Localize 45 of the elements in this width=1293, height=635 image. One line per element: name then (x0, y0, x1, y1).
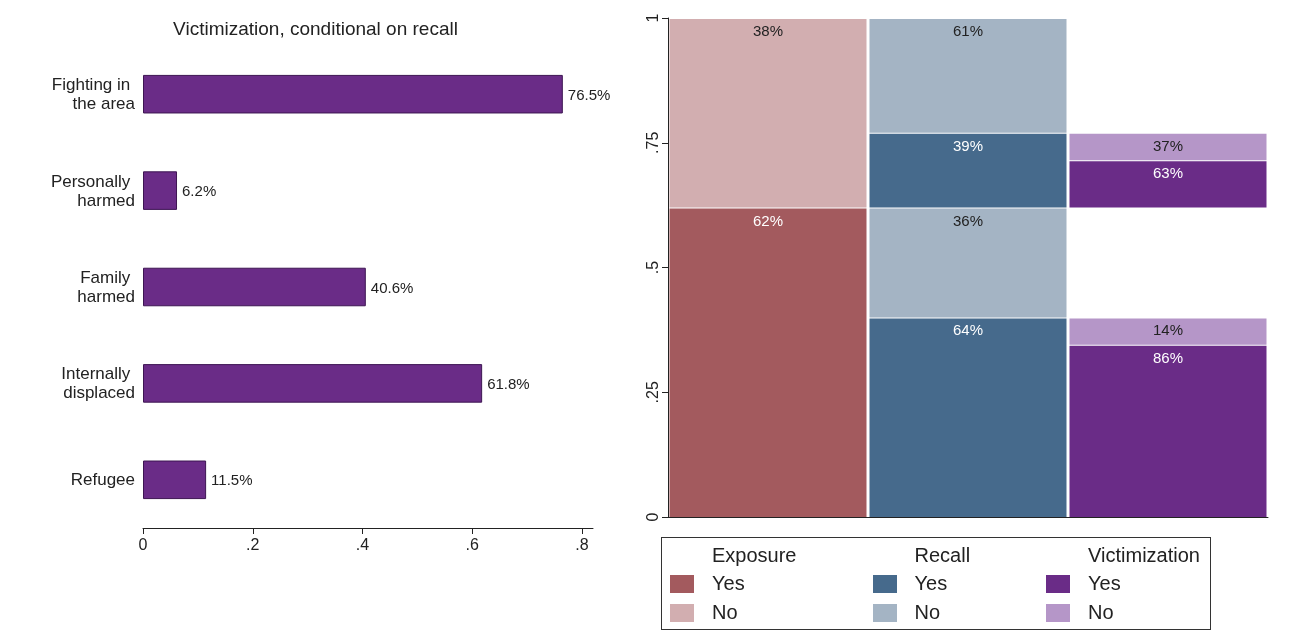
data-label: 40.6% (370, 278, 414, 296)
legend-label: Yes (712, 571, 745, 596)
annotation: 86% (1152, 348, 1184, 366)
legend-label: No (712, 600, 738, 625)
annotation: 37% (1152, 136, 1184, 154)
data-label: 76.5% (567, 85, 611, 103)
legend-label: Yes (1088, 571, 1121, 596)
x-tick-label: 0 (138, 535, 148, 553)
annotation: 39% (952, 136, 984, 154)
y-tick-label: Refugee (70, 470, 135, 490)
y-tick-label: 1 (643, 13, 661, 23)
x-tick-label: .8 (575, 535, 589, 553)
annotation: 61% (952, 22, 984, 39)
annotation: 38% (752, 22, 784, 39)
x-tick-label: .6 (465, 535, 480, 553)
y-tick-label: Personally harmed (50, 171, 135, 210)
x-tick-label: .4 (355, 535, 370, 553)
x-tick-label: .2 (246, 535, 260, 553)
text: Victimization (1087, 543, 1200, 568)
annotation: 64% (952, 321, 984, 339)
data-label: 6.2% (182, 182, 217, 200)
data-label: 61.8% (487, 374, 530, 392)
y-tick-label: 0 (643, 512, 661, 522)
bar (143, 364, 483, 403)
legend-label: No (1088, 600, 1114, 625)
y-tick-label: .75 (643, 131, 661, 154)
legend-label: Yes (914, 571, 948, 596)
y-tick-label: Fighting in the area (51, 75, 136, 114)
bar (143, 460, 207, 500)
y-tick-label: .25 (643, 381, 661, 404)
data-label: 11.5% (211, 471, 253, 489)
annotation: 36% (952, 211, 984, 229)
text: Exposure (711, 543, 797, 568)
bar (143, 267, 366, 307)
annotation: 14% (1152, 321, 1184, 339)
bar (143, 74, 563, 114)
legend-label: No (914, 600, 941, 625)
y-tick-label: Family harmed (77, 268, 135, 306)
annotation: 62% (752, 211, 784, 229)
annotation: 63% (1152, 164, 1184, 182)
bar (143, 171, 178, 210)
y-tick-label: .5 (643, 260, 661, 275)
y-tick-label: Internally displaced (61, 364, 135, 403)
text: Recall (913, 543, 971, 568)
chart-title: Victimization, conditional on recall (173, 18, 458, 39)
